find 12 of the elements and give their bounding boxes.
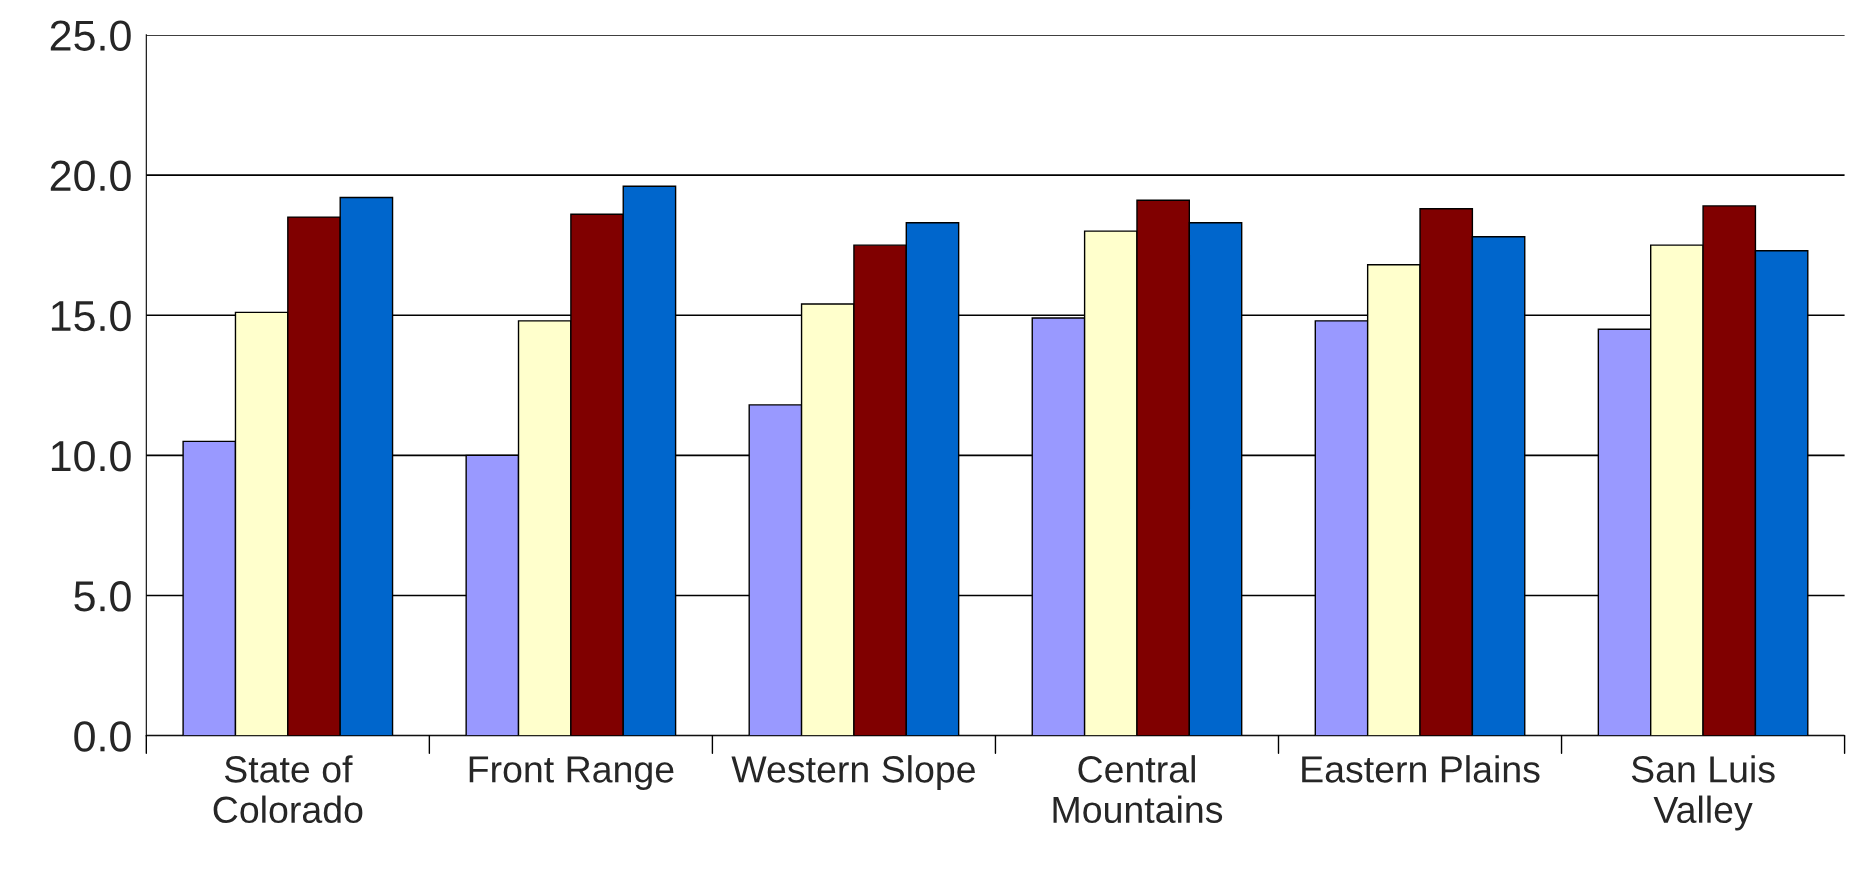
y-tick-label: 10.0 xyxy=(51,440,131,472)
x-tick-label: Front Range xyxy=(469,756,674,791)
y-tick-label: 0.0 xyxy=(74,721,131,752)
x-tick-label: State of Colorado xyxy=(213,755,363,824)
x-tick-label: Eastern Plains xyxy=(1302,755,1540,783)
y-tick-label: 15.0 xyxy=(51,300,131,332)
x-tick-label: San Luis Valley xyxy=(1631,755,1775,831)
y-tick-label: 20.0 xyxy=(50,160,131,192)
y-tick-label: 25.0 xyxy=(50,20,131,51)
y-tick-label: 5.0 xyxy=(74,581,131,612)
x-tick-label: Central Mountains xyxy=(1053,755,1223,824)
x-tick-label: Western Slope xyxy=(731,755,975,791)
